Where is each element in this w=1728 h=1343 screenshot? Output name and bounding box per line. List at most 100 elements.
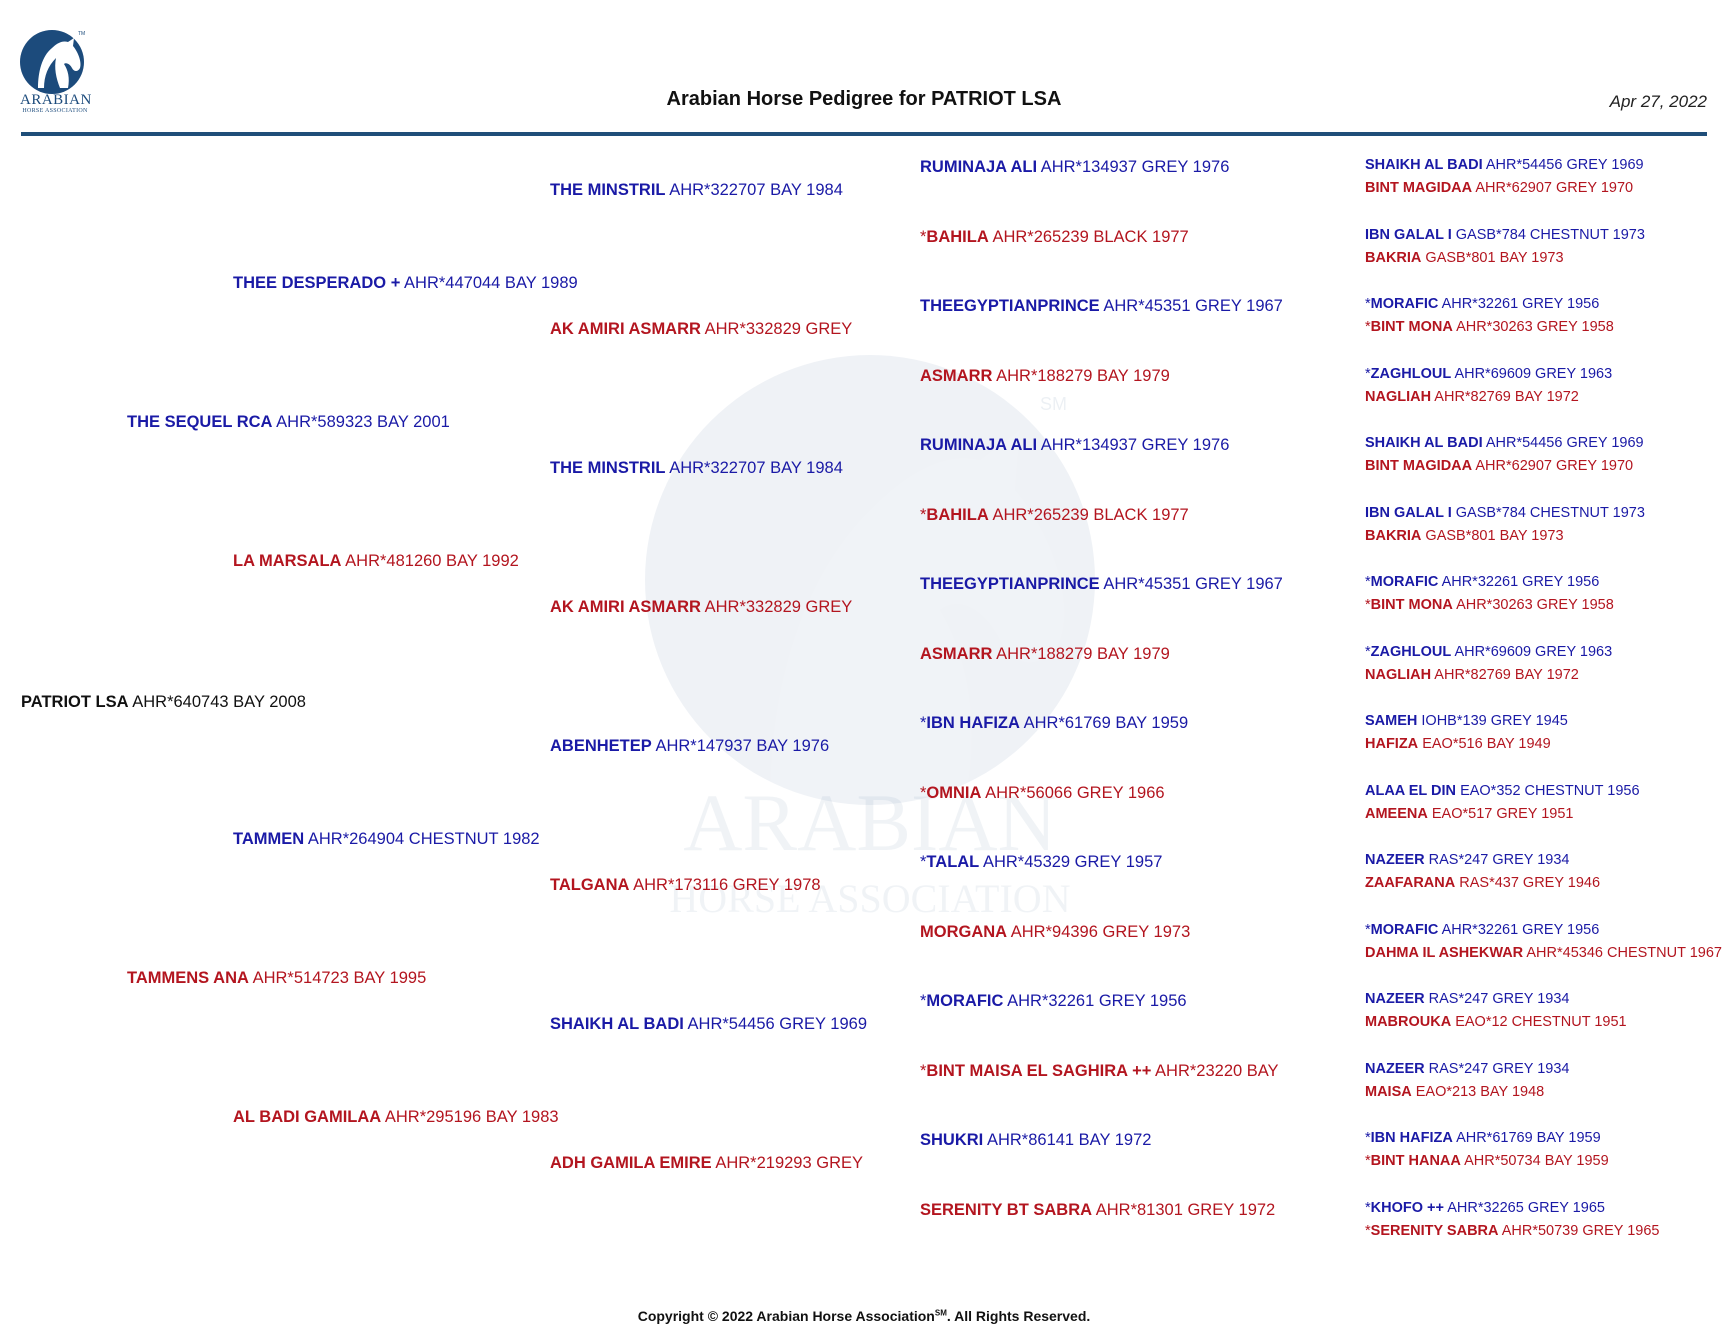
dam-entry: BAKRIA GASB*801 BAY 1973 xyxy=(1365,250,1564,266)
sire-entry: *MORAFIC AHR*32261 GREY 1956 xyxy=(1365,922,1599,938)
horse-registration: AHR*32261 GREY 1956 xyxy=(1441,922,1600,938)
horse-registration: AHR*640743 BAY 2008 xyxy=(132,693,306,711)
sire-entry: RUMINAJA ALI AHR*134937 GREY 1976 xyxy=(920,436,1229,455)
horse-name: AL BADI GAMILAA xyxy=(233,1108,382,1126)
import-marker: * xyxy=(1365,1200,1371,1216)
sire-entry: IBN GALAL I GASB*784 CHESTNUT 1973 xyxy=(1365,227,1645,243)
horse-name: SHAIKH AL BADI xyxy=(550,1015,684,1033)
horse-name: BINT MONA xyxy=(1370,319,1453,335)
sire-entry: SHAIKH AL BADI AHR*54456 GREY 1969 xyxy=(550,1015,867,1034)
logo-trademark: TM xyxy=(78,31,85,37)
horse-name: NAZEER xyxy=(1365,852,1425,868)
sire-entry: ALAA EL DIN EAO*352 CHESTNUT 1956 xyxy=(1365,783,1640,799)
horse-name: ZAGHLOUL xyxy=(1370,644,1452,660)
horse-registration: RAS*247 GREY 1934 xyxy=(1428,852,1570,868)
horse-registration: EAO*517 GREY 1951 xyxy=(1431,806,1574,822)
horse-name: THE SEQUEL RCA xyxy=(127,413,273,431)
horse-registration: AHR*54456 GREY 1969 xyxy=(1485,435,1644,451)
horse-name: NAZEER xyxy=(1365,1061,1425,1077)
sire-entry: *IBN HAFIZA AHR*61769 BAY 1959 xyxy=(1365,1130,1601,1146)
horse-name: ALAA EL DIN xyxy=(1365,783,1457,799)
horse-registration: AHR*295196 BAY 1983 xyxy=(384,1108,559,1126)
horse-name: OMNIA xyxy=(926,784,982,802)
import-marker: * xyxy=(1365,644,1371,660)
horse-name: PATRIOT LSA xyxy=(21,693,129,711)
horse-registration: AHR*264904 CHESTNUT 1982 xyxy=(307,830,540,848)
sire-entry: IBN GALAL I GASB*784 CHESTNUT 1973 xyxy=(1365,505,1645,521)
horse-registration: RAS*247 GREY 1934 xyxy=(1428,991,1570,1007)
sire-entry: ABENHETEP AHR*147937 BAY 1976 xyxy=(550,737,829,756)
horse-registration: AHR*45351 GREY 1967 xyxy=(1103,575,1283,593)
sire-entry: NAZEER RAS*247 GREY 1934 xyxy=(1365,1061,1569,1077)
import-marker: * xyxy=(1365,366,1371,382)
watermark-service-mark: SM xyxy=(1040,394,1067,414)
horse-registration: AHR*188279 BAY 1979 xyxy=(996,645,1170,663)
dam-entry: BINT MAGIDAA AHR*62907 GREY 1970 xyxy=(1365,180,1633,196)
horse-name: HAFIZA xyxy=(1365,736,1419,752)
dam-entry: BAKRIA GASB*801 BAY 1973 xyxy=(1365,528,1564,544)
horse-name: BAHILA xyxy=(926,506,989,524)
horse-name: ZAAFARANA xyxy=(1365,875,1456,891)
dam-entry: AL BADI GAMILAA AHR*295196 BAY 1983 xyxy=(233,1108,559,1127)
dam-entry: AMEENA EAO*517 GREY 1951 xyxy=(1365,806,1573,822)
dam-entry: *BINT MONA AHR*30263 GREY 1958 xyxy=(1365,319,1614,335)
horse-name: THEEGYPTIANPRINCE xyxy=(920,297,1100,315)
dam-entry: TALGANA AHR*173116 GREY 1978 xyxy=(550,876,821,895)
horse-registration: GASB*784 CHESTNUT 1973 xyxy=(1455,505,1645,521)
sire-entry: SHAIKH AL BADI AHR*54456 GREY 1969 xyxy=(1365,435,1644,451)
import-marker: * xyxy=(1365,597,1371,613)
sire-entry: *MORAFIC AHR*32261 GREY 1956 xyxy=(1365,574,1599,590)
sire-entry: TAMMEN AHR*264904 CHESTNUT 1982 xyxy=(233,830,540,849)
horse-name: RUMINAJA ALI xyxy=(920,436,1038,454)
dam-entry: NAGLIAH AHR*82769 BAY 1972 xyxy=(1365,389,1579,405)
sire-entry: THEEGYPTIANPRINCE AHR*45351 GREY 1967 xyxy=(920,575,1283,594)
horse-name: AK AMIRI ASMARR xyxy=(550,598,701,616)
horse-registration: AHR*447044 BAY 1989 xyxy=(404,274,578,292)
horse-registration: AHR*82769 BAY 1972 xyxy=(1434,667,1579,683)
horse-registration: AHR*332829 GREY xyxy=(704,598,853,616)
horse-registration: AHR*61769 BAY 1959 xyxy=(1456,1130,1601,1146)
sire-entry: *ZAGHLOUL AHR*69609 GREY 1963 xyxy=(1365,644,1612,660)
horse-registration: AHR*45329 GREY 1957 xyxy=(982,853,1163,871)
dam-entry: *SERENITY SABRA AHR*50739 GREY 1965 xyxy=(1365,1223,1659,1239)
dam-entry: HAFIZA EAO*516 BAY 1949 xyxy=(1365,736,1551,752)
horse-name: BINT MAGIDAA xyxy=(1365,458,1473,474)
horse-name: SAMEH xyxy=(1365,713,1418,729)
horse-registration: AHR*134937 GREY 1976 xyxy=(1040,436,1230,454)
horse-name: ZAGHLOUL xyxy=(1370,366,1452,382)
horse-name: TALAL xyxy=(926,853,980,871)
dam-entry: *BINT MAISA EL SAGHIRA ++ AHR*23220 BAY xyxy=(920,1062,1279,1081)
import-marker: * xyxy=(1365,574,1371,590)
sire-entry: *IBN HAFIZA AHR*61769 BAY 1959 xyxy=(920,714,1188,733)
horse-name: MORAFIC xyxy=(926,992,1004,1010)
horse-name: MABROUKA xyxy=(1365,1014,1452,1030)
horse-registration: AHR*94396 GREY 1973 xyxy=(1010,923,1191,941)
horse-registration: AHR*173116 GREY 1978 xyxy=(633,876,821,894)
horse-registration: EAO*12 CHESTNUT 1951 xyxy=(1455,1014,1627,1030)
horse-registration: AHR*61769 BAY 1959 xyxy=(1023,714,1189,732)
horse-registration: AHR*69609 GREY 1963 xyxy=(1454,644,1613,660)
dam-entry: SERENITY BT SABRA AHR*81301 GREY 1972 xyxy=(920,1201,1275,1220)
import-marker: * xyxy=(920,1062,927,1080)
horse-name: RUMINAJA ALI xyxy=(920,158,1038,176)
horse-name: TAMMENS ANA xyxy=(127,969,249,987)
horse-name: THEE DESPERADO + xyxy=(233,274,401,292)
sire-entry: *ZAGHLOUL AHR*69609 GREY 1963 xyxy=(1365,366,1612,382)
horse-name: AK AMIRI ASMARR xyxy=(550,320,701,338)
arabian-horse-association-logo: TM xyxy=(20,30,85,94)
horse-name: BINT HANAA xyxy=(1370,1153,1461,1169)
horse-name: NAZEER xyxy=(1365,991,1425,1007)
sire-entry: *TALAL AHR*45329 GREY 1957 xyxy=(920,853,1162,872)
horse-registration: AHR*30263 GREY 1958 xyxy=(1456,319,1614,335)
horse-registration: RAS*247 GREY 1934 xyxy=(1428,1061,1570,1077)
sire-entry: SHAIKH AL BADI AHR*54456 GREY 1969 xyxy=(1365,157,1644,173)
horse-registration: AHR*81301 GREY 1972 xyxy=(1095,1201,1276,1219)
horse-registration: AHR*265239 BLACK 1977 xyxy=(992,506,1189,524)
horse-registration: GASB*801 BAY 1973 xyxy=(1425,528,1564,544)
header-divider xyxy=(21,132,1707,136)
dam-entry: MAISA EAO*213 BAY 1948 xyxy=(1365,1084,1544,1100)
horse-registration: GASB*801 BAY 1973 xyxy=(1425,250,1564,266)
horse-name: SHUKRI xyxy=(920,1131,984,1149)
horse-name: SHAIKH AL BADI xyxy=(1365,157,1483,173)
horse-registration: AHR*62907 GREY 1970 xyxy=(1475,458,1634,474)
